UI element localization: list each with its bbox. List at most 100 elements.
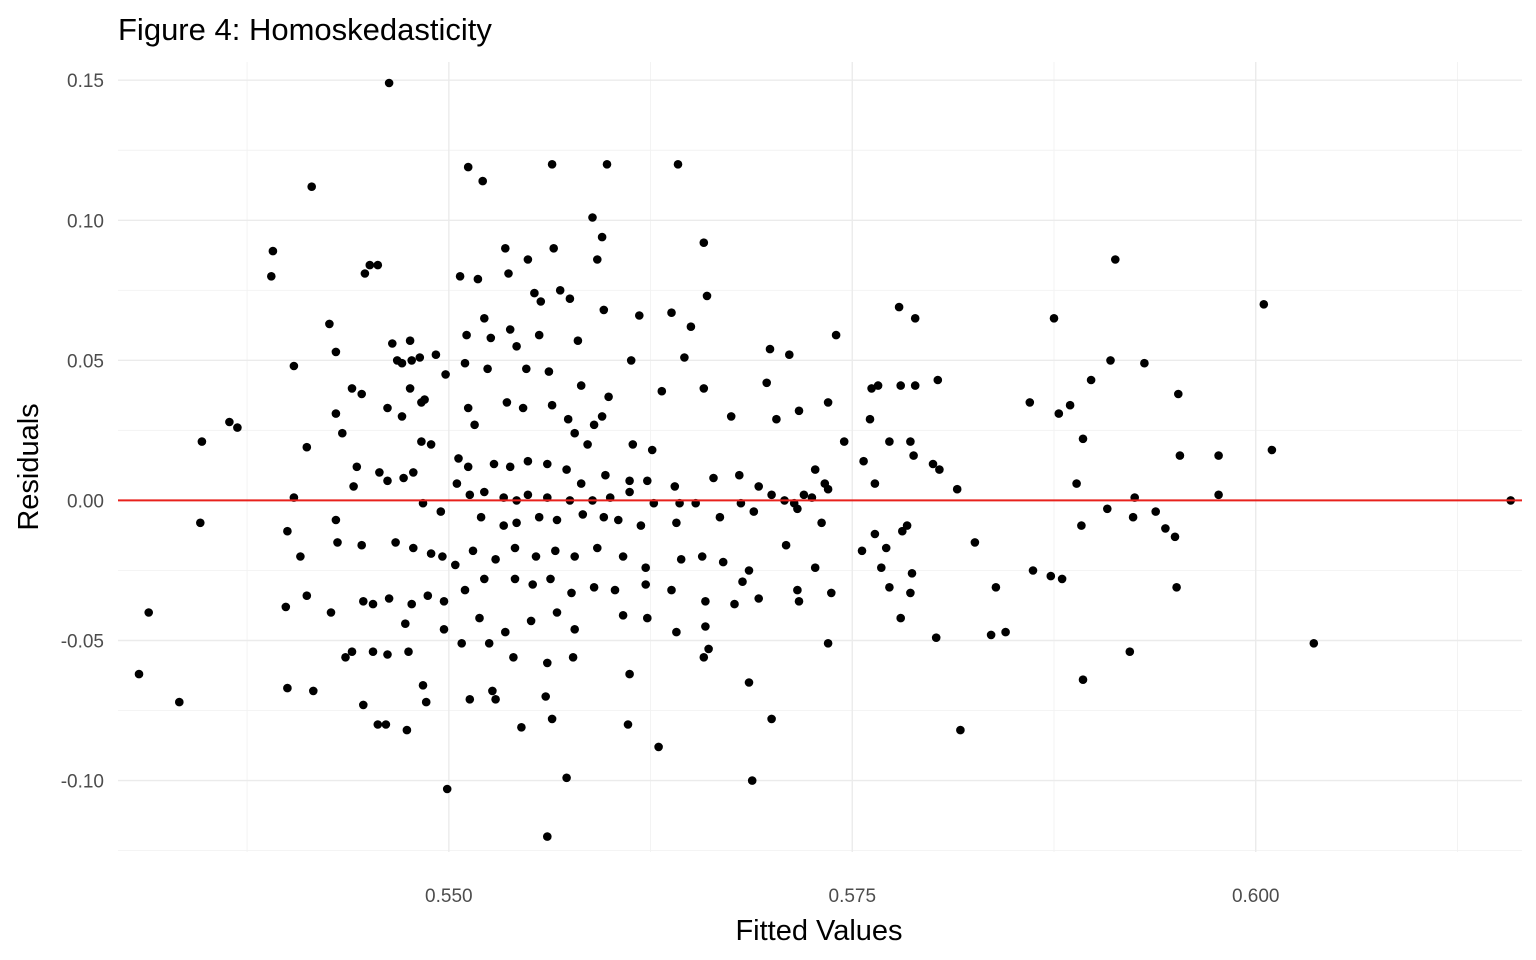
data-point [599, 305, 609, 315]
data-point [647, 445, 657, 455]
data-point [823, 484, 833, 494]
data-point [831, 330, 841, 340]
data-point [781, 540, 791, 550]
data-point [197, 437, 207, 446]
data-point [1267, 445, 1277, 455]
x-axis-ticks: 0.550 0.575 0.600 [425, 886, 1279, 907]
data-point [952, 484, 962, 494]
data-point [1025, 398, 1035, 407]
data-point [562, 773, 571, 783]
data-point [331, 347, 341, 357]
data-point [462, 330, 471, 340]
data-point [991, 583, 1001, 592]
data-point [333, 538, 342, 547]
data-point [543, 459, 552, 469]
data-point [578, 510, 588, 519]
data-point [531, 552, 541, 561]
data-point [910, 314, 920, 323]
data-point [680, 353, 689, 362]
data-point [1214, 451, 1223, 460]
y-tick-label: 0.00 [67, 491, 104, 512]
data-point [573, 336, 583, 346]
data-point [405, 384, 415, 393]
data-point [399, 473, 408, 483]
data-point [349, 482, 358, 491]
data-point [547, 714, 557, 724]
data-point [657, 386, 667, 396]
data-point [641, 563, 650, 572]
data-point [505, 325, 515, 334]
data-point [597, 232, 607, 242]
data-point [602, 160, 612, 169]
data-point [623, 720, 633, 729]
data-point [546, 574, 555, 584]
data-point [501, 627, 510, 637]
data-point [626, 356, 636, 365]
data-point [568, 653, 578, 662]
data-point [735, 470, 744, 480]
data-point [641, 580, 650, 589]
grid [118, 62, 1522, 852]
data-point [1175, 451, 1185, 460]
data-point [625, 487, 634, 497]
data-point [555, 286, 565, 295]
data-point [654, 742, 663, 752]
data-point [839, 437, 849, 446]
data-point [454, 454, 463, 463]
data-point [473, 274, 483, 284]
y-axis-ticks: -0.10 -0.05 0.00 0.05 0.10 0.15 [61, 71, 104, 792]
data-point [281, 602, 291, 612]
data-point [1077, 521, 1086, 530]
data-point [1086, 375, 1096, 385]
data-point [499, 521, 509, 530]
data-point [543, 658, 552, 668]
data-point [439, 597, 449, 606]
data-point [570, 428, 579, 438]
data-point [1174, 389, 1183, 399]
data-point [1065, 400, 1075, 410]
data-point [326, 608, 336, 617]
data-point [885, 583, 894, 592]
data-point [772, 414, 781, 424]
data-point [476, 512, 486, 522]
data-point [1309, 639, 1319, 648]
data-point [357, 540, 367, 550]
data-point [409, 468, 418, 477]
data-point [618, 611, 628, 620]
data-point [910, 381, 920, 390]
data-point [738, 577, 747, 586]
data-point [699, 653, 709, 662]
data-point [767, 714, 776, 724]
data-point [465, 490, 475, 500]
data-point [699, 384, 709, 393]
data-point [478, 176, 488, 186]
data-point [325, 319, 334, 329]
data-point [452, 479, 462, 488]
data-point [877, 563, 886, 572]
data-point [1259, 300, 1269, 309]
data-point [604, 392, 613, 402]
data-point [551, 546, 560, 556]
data-point [331, 515, 341, 525]
data-point [505, 462, 515, 472]
data-point [402, 725, 412, 735]
data-point [933, 375, 943, 385]
data-point [417, 437, 426, 446]
data-point [455, 272, 465, 281]
data-point [383, 403, 392, 413]
data-point [368, 599, 378, 609]
data-point [935, 465, 944, 474]
data-point [417, 398, 426, 407]
data-point [906, 588, 915, 598]
data-point [460, 358, 470, 368]
data-point [1057, 574, 1067, 584]
data-point [986, 630, 996, 640]
data-point [730, 599, 739, 609]
data-point [628, 440, 638, 449]
data-point [436, 507, 446, 516]
data-point [902, 521, 912, 530]
data-point [767, 490, 776, 500]
data-point [488, 686, 497, 696]
data-points [134, 78, 1515, 841]
data-point [563, 414, 573, 424]
